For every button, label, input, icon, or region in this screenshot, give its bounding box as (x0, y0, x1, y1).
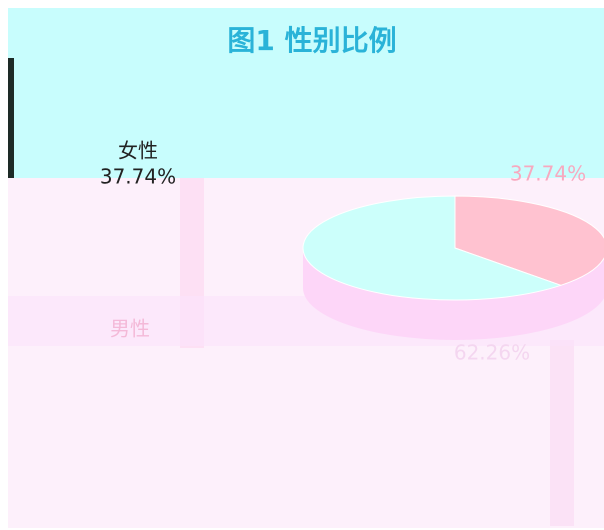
chart-title: 图1 性别比例 (227, 24, 396, 57)
glitch-strip (550, 340, 574, 526)
title-band (8, 8, 604, 178)
pie-slice (302, 195, 563, 301)
pie (302, 195, 604, 340)
pie-slice (454, 195, 604, 286)
value-label: 37.74% (100, 165, 176, 189)
edge-bar (8, 58, 14, 178)
slice-label: 女性 (118, 139, 158, 163)
value-label: 62.26% (454, 341, 530, 365)
value-label: 37.74% (510, 162, 586, 186)
pie-side (303, 248, 604, 340)
slice-label: 男性 (110, 317, 150, 341)
